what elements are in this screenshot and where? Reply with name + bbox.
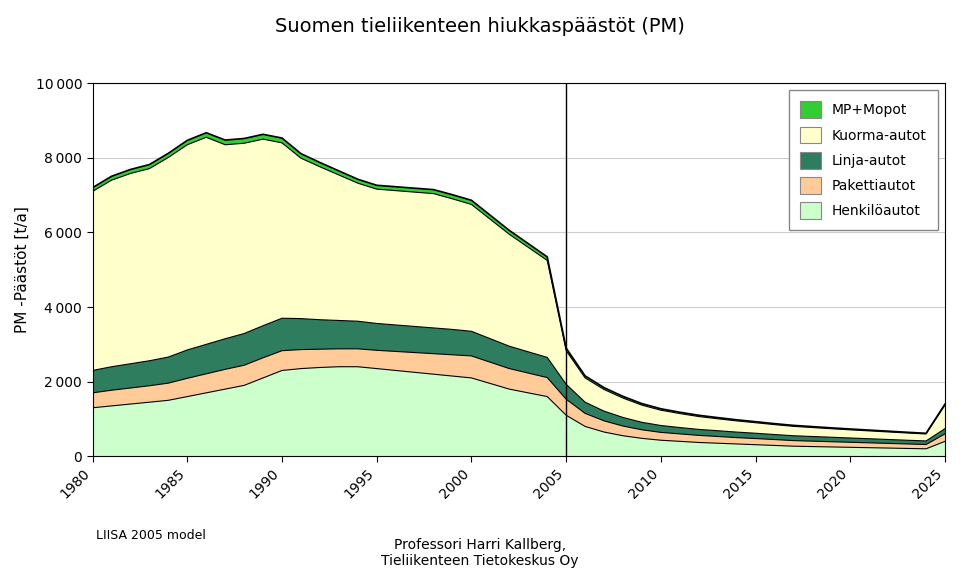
Text: Suomen tieliikenteen hiukkaspäästöt (PM): Suomen tieliikenteen hiukkaspäästöt (PM) bbox=[276, 17, 684, 36]
Text: LIISA 2005 model: LIISA 2005 model bbox=[96, 529, 205, 542]
Y-axis label: PM -Päästöt [t/a]: PM -Päästöt [t/a] bbox=[15, 206, 30, 333]
Legend: MP+Mopot, Kuorma-autot, Linja-autot, Pakettiautot, Henkilöautot: MP+Mopot, Kuorma-autot, Linja-autot, Pak… bbox=[789, 90, 938, 230]
Text: Professori Harri Kallberg,
Tieliikenteen Tietokeskus Oy: Professori Harri Kallberg, Tieliikenteen… bbox=[381, 538, 579, 568]
